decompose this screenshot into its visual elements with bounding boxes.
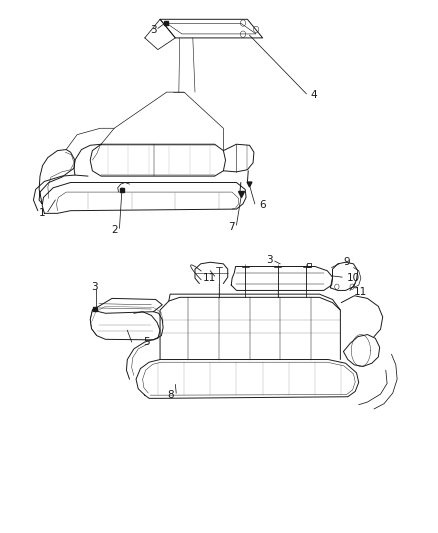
Text: 7: 7 bbox=[228, 222, 234, 232]
Text: 11: 11 bbox=[353, 287, 367, 297]
Text: 1: 1 bbox=[39, 208, 46, 219]
Text: 3: 3 bbox=[91, 282, 98, 292]
Text: 5: 5 bbox=[144, 337, 150, 347]
Text: 6: 6 bbox=[259, 200, 266, 211]
Text: 3: 3 bbox=[266, 255, 272, 265]
Text: 11: 11 bbox=[203, 273, 216, 283]
Text: 3: 3 bbox=[150, 26, 157, 36]
Text: 2: 2 bbox=[111, 225, 117, 236]
Text: 4: 4 bbox=[311, 90, 317, 100]
Text: 9: 9 bbox=[343, 257, 350, 267]
Text: 8: 8 bbox=[168, 390, 174, 400]
Text: 10: 10 bbox=[346, 273, 360, 283]
